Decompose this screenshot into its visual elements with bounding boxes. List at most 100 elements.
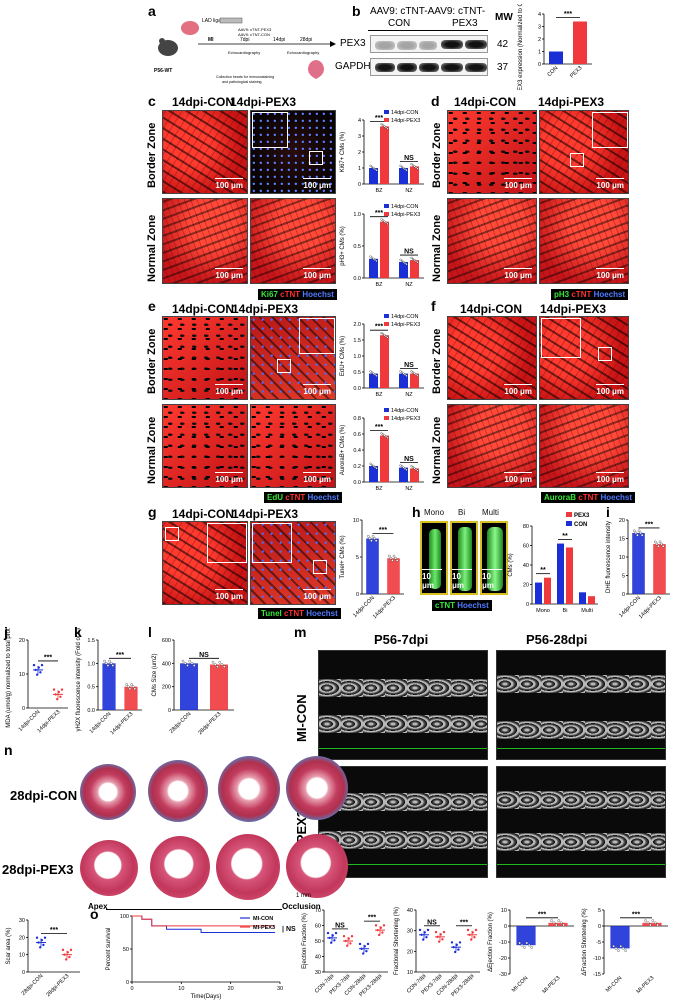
ki67-chart: 0 1 2 3 4 Ki67+ CMs (%) BZ *** NZ NS 14dpi-CON 14dp… xyxy=(340,110,424,194)
y-tick-label: 20 xyxy=(619,518,625,524)
data-point xyxy=(454,950,457,954)
y-tick-label: 0.6 xyxy=(353,432,361,438)
data-point xyxy=(562,923,565,927)
m-title-7dpi: P56-7dpi xyxy=(374,632,429,647)
y-tick-label: 0 xyxy=(504,924,507,930)
data-point xyxy=(103,659,106,663)
data-point xyxy=(392,554,396,558)
x-tick-label: Bi xyxy=(563,608,568,614)
data-point xyxy=(416,167,419,170)
legend-swatch xyxy=(384,314,389,318)
data-point xyxy=(455,943,458,946)
y-axis-label: DHE fluorescence intensity xyxy=(606,521,612,593)
data-point xyxy=(414,468,418,471)
data-point xyxy=(420,933,423,936)
data-point xyxy=(326,931,330,935)
c-zone-border: Border Zone xyxy=(146,122,158,188)
x-tick-label: MI-CON xyxy=(511,975,530,994)
data-point xyxy=(369,255,372,258)
data-point xyxy=(181,659,185,663)
y-tick-label: 10 xyxy=(501,908,507,914)
data-point xyxy=(371,535,375,538)
data-point xyxy=(69,948,73,952)
data-point xyxy=(378,933,381,937)
y-tick-label: 50 xyxy=(123,947,129,953)
y-axis-label: EdU+ CMs (%) xyxy=(340,336,346,376)
data-point xyxy=(614,947,618,950)
aav-con-label: AAV9: cTNT-CON xyxy=(238,32,270,37)
y-tick-label: 80 xyxy=(523,524,529,530)
f-micro-con-bz: 100 μm xyxy=(447,316,537,400)
h-label-bi: Bi xyxy=(458,508,466,517)
legend-label: 14dpi-PEX3 xyxy=(391,416,420,422)
e-stain-label: EdU cTNT Hoechst xyxy=(264,492,343,503)
bar xyxy=(632,532,645,594)
data-point xyxy=(374,539,378,542)
panel-letter-a: a xyxy=(148,3,156,19)
bar xyxy=(566,547,573,604)
data-point xyxy=(402,166,405,170)
data-point xyxy=(61,948,65,952)
y-tick-label: 0 xyxy=(168,708,171,714)
data-point xyxy=(65,958,68,961)
data-point xyxy=(60,688,64,691)
sig-label: *** xyxy=(379,527,387,534)
y-tick-label: 0.5 xyxy=(353,244,361,250)
x-tick-label: 28dpi-PEX3 xyxy=(197,711,222,736)
heart-section-pex3-1 xyxy=(80,840,138,896)
mw-pex3: 42 xyxy=(497,39,509,50)
data-point xyxy=(414,166,418,169)
panel-letter-d: d xyxy=(431,93,440,109)
data-point xyxy=(457,948,460,951)
data-point xyxy=(106,664,110,667)
x-tick-label: NZ xyxy=(405,282,413,288)
data-point xyxy=(56,698,59,701)
m-row-mi-con: MI-CON xyxy=(294,694,309,742)
x-tick-label: NZ xyxy=(405,486,413,492)
data-point xyxy=(342,935,346,938)
data-point xyxy=(128,687,132,691)
data-point xyxy=(370,463,374,466)
data-point xyxy=(373,537,376,540)
data-point xyxy=(386,222,389,225)
data-point xyxy=(405,468,408,471)
data-point xyxy=(405,169,408,172)
y-tick-label: 0.5 xyxy=(87,685,95,691)
y-axis-label: AuroraB+ CMs (%) xyxy=(340,425,346,476)
heart-section-pex3-2 xyxy=(150,836,210,898)
y-tick-label: 600 xyxy=(162,638,171,644)
x-tick-label: 14dpi-PEX3 xyxy=(372,595,397,620)
data-point xyxy=(434,930,438,934)
data-point xyxy=(471,931,474,934)
legend-swatch xyxy=(384,204,389,208)
y-tick-label: 1.5 xyxy=(353,338,361,344)
heart-section-con-4 xyxy=(286,756,348,820)
data-point xyxy=(108,659,111,663)
f-micro-pex3-nz: 100 μm xyxy=(539,404,629,488)
heart-section-pex3-4 xyxy=(286,834,348,898)
x-tick-label: MI-PEX3 xyxy=(542,975,562,995)
data-point xyxy=(411,466,415,469)
d-zone-border: Border Zone xyxy=(431,122,443,188)
data-point xyxy=(530,946,533,949)
data-point xyxy=(381,124,385,127)
bar xyxy=(369,466,378,482)
scale-bar: 100 μm xyxy=(596,384,624,396)
y-tick-label: 1.0 xyxy=(353,354,361,360)
legend-swatch xyxy=(384,416,389,420)
panel-letter-e: e xyxy=(148,298,156,314)
data-point xyxy=(333,939,336,942)
data-point xyxy=(362,952,365,955)
cm-size-chart: 0 200 400 600 CMs Size (um2) 28dpi-CON 28dpi-P… xyxy=(152,638,234,736)
y-axis-label: CMs Size (um2) xyxy=(152,653,158,696)
delta-ef-chart: -30 -20 -10 0 10 ΔEjection Fraction (%) MI-CON… xyxy=(488,908,574,995)
y-tick-label: 10 xyxy=(353,518,359,524)
data-point xyxy=(410,370,413,373)
data-point xyxy=(216,665,219,668)
data-point xyxy=(646,921,650,925)
legend-label: 14dpi-CON xyxy=(391,314,419,320)
y-tick-label: 3 xyxy=(538,25,541,31)
data-point xyxy=(612,944,615,948)
bar xyxy=(380,221,389,278)
data-point xyxy=(550,919,553,922)
